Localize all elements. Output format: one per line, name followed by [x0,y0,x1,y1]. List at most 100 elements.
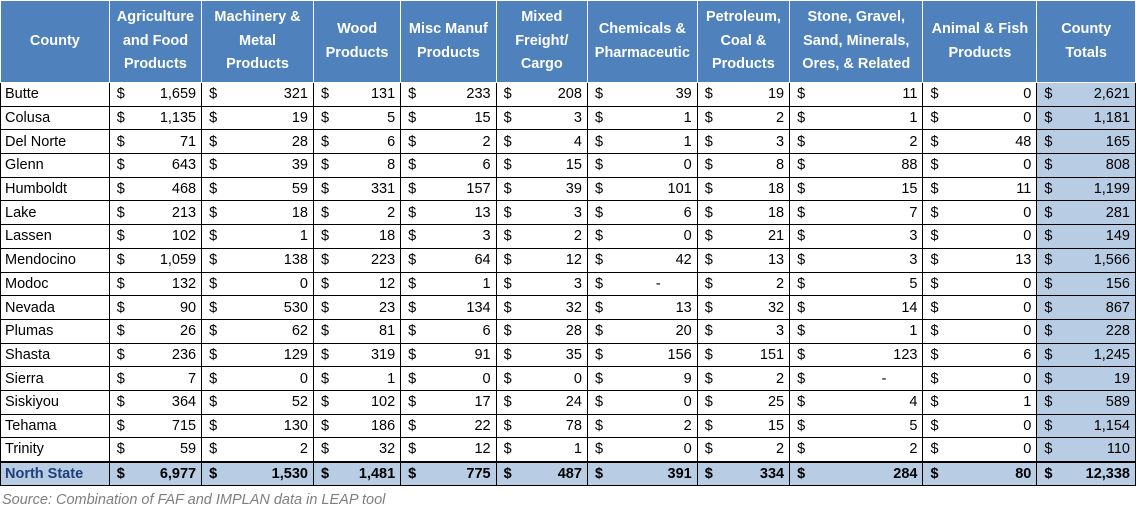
cell-value: 2 [810,437,924,462]
currency-symbol: $ [312,105,334,131]
cell-value: 11 [943,176,1038,202]
county-name: Del Norte [0,129,110,155]
cell-value: 2 [516,224,588,249]
currency-symbol: $ [400,366,422,391]
currency-symbol: $ [495,82,517,107]
county-name: Lake [0,200,110,226]
currency-symbol: $ [586,200,608,226]
cell-value: 8 [717,153,791,178]
cell-value: 134 [421,295,497,320]
cell-value: 129 [222,342,314,368]
cell-value: 19 [717,82,791,107]
currency-symbol: $ [789,82,811,107]
cell-value: 0 [943,200,1038,226]
cell-value: 0 [943,271,1038,297]
currency-symbol: $ [201,105,223,131]
currency-symbol: $ [586,437,608,462]
cell-value: 3 [717,129,791,155]
county-name: Trinity [0,437,110,462]
currency-symbol: $ [1036,460,1058,486]
cell-value: 186 [333,413,402,439]
currency-symbol: $ [586,460,608,486]
cell-value: 1 [810,318,924,344]
currency-symbol: $ [312,153,334,178]
currency-symbol: $ [696,389,718,415]
header-county: County [0,0,110,83]
cell-value: 487 [516,460,588,486]
cell-value: 3 [516,271,588,297]
cell-value: 1,530 [222,460,314,486]
currency-symbol: $ [922,437,944,462]
county-total-value: 1,181 [1057,105,1136,131]
county-name: Shasta [0,342,110,368]
cell-value: 6 [421,318,497,344]
cell-value: 9 [607,366,698,391]
currency-symbol: $ [789,153,811,178]
currency-symbol: $ [696,176,718,202]
currency-symbol: $ [922,271,944,297]
currency-symbol: $ [400,82,422,107]
cell-value: 1 [333,366,402,391]
cell-value: 334 [717,460,791,486]
currency-symbol: $ [108,247,130,273]
cell-value: 18 [717,200,791,226]
cell-value: 0 [943,153,1038,178]
currency-symbol: $ [108,342,130,368]
cell-value: 236 [129,342,203,368]
table-row: Siskiyou $364 $52 $102 $17 $24 $0 $25 $4 $1 $589 [0,389,1136,415]
cell-value: 52 [222,389,314,415]
cell-value: 0 [943,82,1038,107]
county-name: Modoc [0,271,110,297]
currency-symbol: $ [400,153,422,178]
county-total-value: 808 [1057,153,1136,178]
currency-symbol: $ [108,437,130,462]
county-name: North State [0,460,110,486]
county-total-value: 589 [1057,389,1136,415]
cell-value: 12 [516,247,588,273]
currency-symbol: $ [922,342,944,368]
table-row: Butte $1,659 $321 $131 $233 $208 $39 $19 $11 $0 $2… [0,82,1136,107]
cell-value: 1,481 [333,460,402,486]
cell-value: 1 [222,224,314,249]
cell-value: 213 [129,200,203,226]
currency-symbol: $ [922,153,944,178]
cell-value: 2 [421,129,497,155]
cell-value: 8 [333,153,402,178]
cell-value: 131 [333,82,402,107]
cell-value: 1,659 [129,82,203,107]
cell-value: 62 [222,318,314,344]
header-row: County Agriculture and Food Products Machi… [0,0,1136,83]
cell-value: 7 [129,366,203,391]
currency-symbol: $ [312,437,334,462]
currency-symbol: $ [586,82,608,107]
currency-symbol: $ [108,153,130,178]
currency-symbol: $ [586,129,608,155]
cell-value: 208 [516,82,588,107]
currency-symbol: $ [1036,224,1058,249]
currency-symbol: $ [201,176,223,202]
cell-value: 0 [222,366,314,391]
currency-symbol: $ [201,153,223,178]
cell-value: 0 [607,224,698,249]
table-row: Del Norte $71 $28 $6 $2 $4 $1 $3 $2 $48 $165 [0,129,1136,155]
currency-symbol: $ [789,342,811,368]
currency-symbol: $ [400,318,422,344]
cell-value: 3 [810,224,924,249]
currency-symbol: $ [108,460,130,486]
currency-symbol: $ [312,342,334,368]
currency-symbol: $ [789,247,811,273]
cell-value: 13 [943,247,1038,273]
table-row: Nevada $90 $530 $23 $134 $32 $13 $32 $14 $0 $867 [0,295,1136,320]
cell-value: 364 [129,389,203,415]
cell-value: 5 [333,105,402,131]
cell-value: 0 [943,366,1038,391]
county-total-value: 1,154 [1057,413,1136,439]
currency-symbol: $ [400,389,422,415]
header-col-7: Petroleum, Coal & Products [696,0,791,83]
county-total-value: 149 [1057,224,1136,249]
currency-symbol: $ [789,105,811,131]
currency-symbol: $ [312,271,334,297]
currency-symbol: $ [400,224,422,249]
currency-symbol: $ [1036,342,1058,368]
table-row: Lassen $102 $1 $18 $3 $2 $0 $21 $3 $0 $149 [0,224,1136,249]
